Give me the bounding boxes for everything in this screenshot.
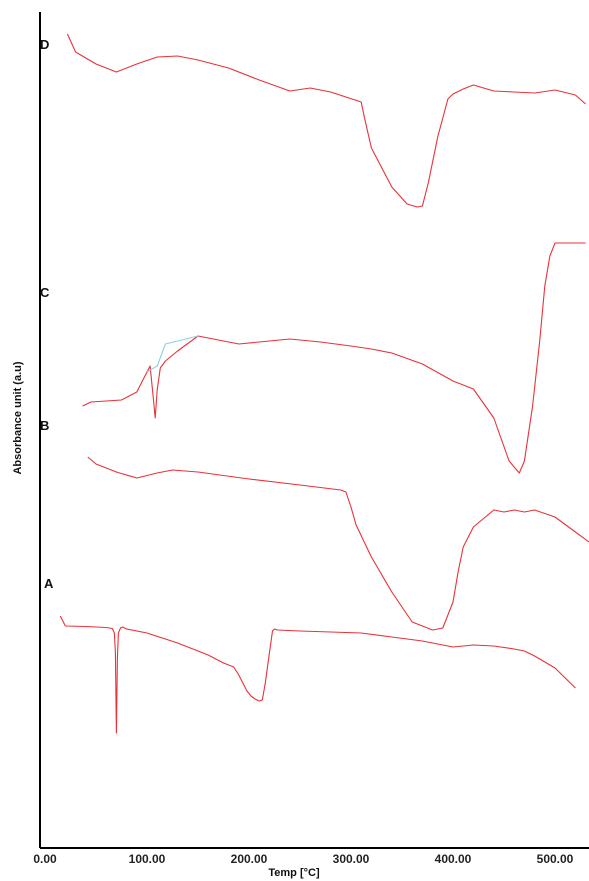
series-label-d: D — [40, 37, 49, 52]
curve-a — [59, 615, 576, 734]
peak-baseline-c — [146, 335, 199, 373]
series-curves — [59, 33, 589, 734]
x-tick-label: 300.00 — [333, 852, 370, 866]
y-axis-title: Absorbance unit (a.u) — [12, 361, 24, 474]
series-labels: A B C D — [40, 37, 54, 591]
x-tick-label: 400.00 — [435, 852, 472, 866]
x-tick-label: 0.00 — [33, 852, 57, 866]
series-label-a: A — [44, 576, 54, 591]
x-tick-label: 100.00 — [129, 852, 166, 866]
curve-d — [66, 33, 586, 208]
x-tick-label: 200.00 — [231, 852, 268, 866]
curve-c — [82, 242, 586, 474]
x-tick-label: 500.00 — [537, 852, 574, 866]
series-label-b: B — [40, 418, 49, 433]
x-tick-labels: 0.00 100.00 200.00 300.00 400.00 500.00 — [33, 852, 573, 866]
curve-b — [87, 456, 589, 631]
series-label-c: C — [40, 285, 50, 300]
x-axis-title: Temp [°C] — [268, 867, 320, 879]
